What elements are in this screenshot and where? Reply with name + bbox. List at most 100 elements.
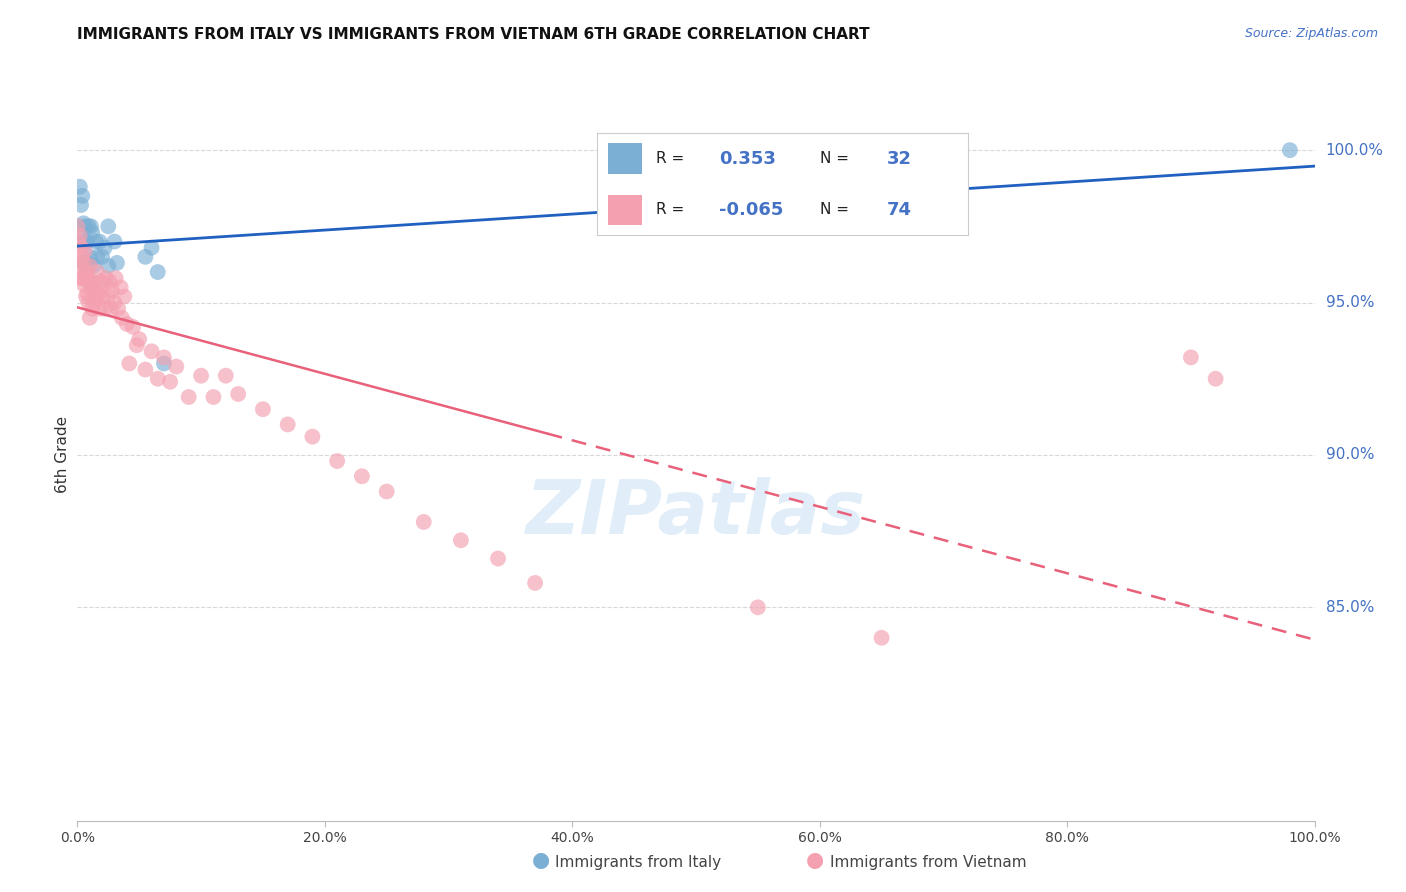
Point bbox=[91, 289, 114, 303]
Point bbox=[125, 338, 148, 352]
Point bbox=[72, 271, 94, 285]
Point bbox=[153, 351, 176, 365]
Point bbox=[412, 515, 434, 529]
Point bbox=[153, 357, 176, 371]
Point bbox=[69, 179, 91, 194]
Point bbox=[118, 357, 141, 371]
Text: 95.0%: 95.0% bbox=[1326, 295, 1374, 310]
Point bbox=[75, 235, 97, 249]
Point bbox=[90, 274, 112, 288]
Point bbox=[159, 375, 181, 389]
Point bbox=[202, 390, 225, 404]
Text: 0.353: 0.353 bbox=[720, 150, 776, 168]
Point bbox=[375, 484, 398, 499]
Point bbox=[326, 454, 349, 468]
Point bbox=[141, 344, 163, 359]
Point bbox=[70, 271, 93, 285]
Point bbox=[69, 228, 91, 243]
Point bbox=[67, 235, 90, 249]
Point bbox=[75, 289, 97, 303]
Text: 90.0%: 90.0% bbox=[1326, 448, 1374, 462]
Point bbox=[72, 256, 94, 270]
Point bbox=[115, 317, 138, 331]
Point bbox=[86, 265, 108, 279]
Point bbox=[93, 301, 115, 316]
Point bbox=[77, 295, 100, 310]
Point bbox=[450, 533, 472, 548]
Point bbox=[103, 235, 125, 249]
Point bbox=[277, 417, 299, 432]
Point bbox=[122, 320, 145, 334]
Point bbox=[111, 310, 134, 325]
Point bbox=[79, 250, 101, 264]
Point bbox=[97, 289, 120, 303]
Point bbox=[83, 295, 105, 310]
Point bbox=[107, 301, 129, 316]
Point bbox=[524, 576, 547, 591]
Point bbox=[77, 219, 100, 234]
Point bbox=[79, 310, 101, 325]
Text: R =: R = bbox=[657, 151, 685, 166]
Text: Immigrants from Vietnam: Immigrants from Vietnam bbox=[830, 855, 1026, 870]
Text: Immigrants from Italy: Immigrants from Italy bbox=[555, 855, 721, 870]
Text: ZIPatlas: ZIPatlas bbox=[526, 477, 866, 550]
Point bbox=[80, 219, 103, 234]
Point bbox=[66, 219, 89, 234]
Point bbox=[72, 277, 94, 292]
Point bbox=[103, 295, 125, 310]
Text: ●: ● bbox=[533, 850, 550, 870]
Point bbox=[134, 250, 156, 264]
Point bbox=[84, 289, 107, 303]
Point bbox=[80, 274, 103, 288]
Point bbox=[486, 551, 509, 566]
Point bbox=[89, 235, 111, 249]
Point bbox=[79, 259, 101, 273]
Point bbox=[134, 362, 156, 376]
Point bbox=[89, 301, 111, 316]
Point bbox=[72, 250, 94, 264]
Point bbox=[1180, 351, 1202, 365]
Y-axis label: 6th Grade: 6th Grade bbox=[55, 417, 70, 493]
Point bbox=[100, 301, 122, 316]
Point bbox=[87, 286, 110, 301]
Point bbox=[301, 430, 323, 444]
Point bbox=[69, 256, 91, 270]
Point bbox=[72, 235, 94, 249]
Point bbox=[146, 372, 169, 386]
Text: IMMIGRANTS FROM ITALY VS IMMIGRANTS FROM VIETNAM 6TH GRADE CORRELATION CHART: IMMIGRANTS FROM ITALY VS IMMIGRANTS FROM… bbox=[77, 27, 870, 42]
Point bbox=[112, 289, 135, 303]
Point bbox=[165, 359, 187, 374]
Text: N =: N = bbox=[820, 202, 849, 218]
Point bbox=[101, 284, 124, 298]
Text: 32: 32 bbox=[887, 150, 911, 168]
Point bbox=[76, 265, 98, 279]
Point bbox=[84, 235, 107, 249]
Point bbox=[86, 250, 108, 264]
Text: R =: R = bbox=[657, 202, 685, 218]
Point bbox=[72, 189, 94, 203]
Point bbox=[76, 235, 98, 249]
Point bbox=[70, 241, 93, 255]
Point bbox=[97, 219, 120, 234]
Point bbox=[82, 284, 104, 298]
Point bbox=[146, 265, 169, 279]
Point bbox=[105, 256, 128, 270]
Point bbox=[73, 219, 96, 234]
Point bbox=[93, 241, 115, 255]
Point bbox=[1205, 372, 1227, 386]
Point bbox=[72, 256, 94, 270]
Point bbox=[94, 271, 117, 285]
Point bbox=[128, 332, 150, 346]
Point bbox=[91, 250, 114, 264]
Bar bbox=[609, 194, 641, 226]
Point bbox=[66, 219, 89, 234]
Point bbox=[73, 244, 96, 258]
Point bbox=[1278, 143, 1301, 157]
Point bbox=[76, 286, 98, 301]
Point bbox=[252, 402, 274, 417]
Point bbox=[72, 235, 94, 249]
Bar bbox=[609, 144, 641, 174]
Point bbox=[82, 259, 104, 273]
Point bbox=[82, 226, 104, 240]
Text: 85.0%: 85.0% bbox=[1326, 599, 1374, 615]
